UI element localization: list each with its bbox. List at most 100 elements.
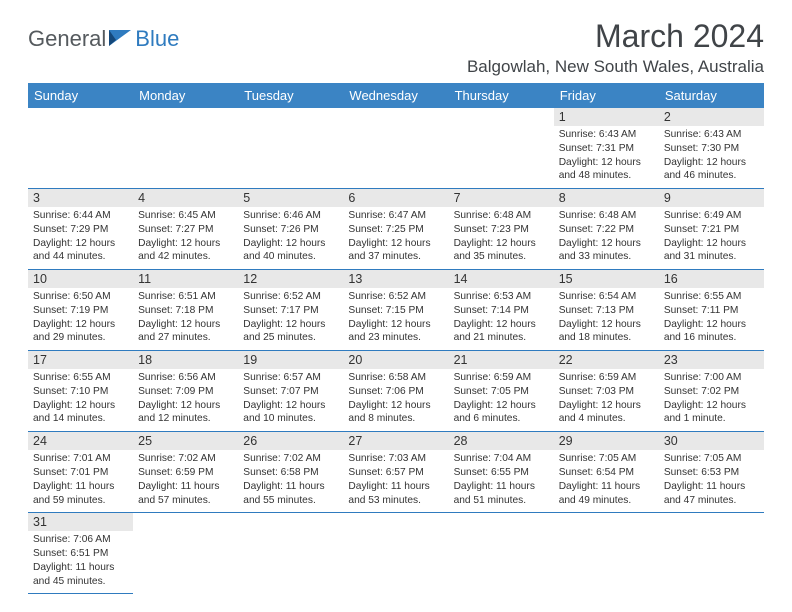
calendar-row: 31Sunrise: 7:06 AMSunset: 6:51 PMDayligh… (28, 513, 764, 594)
day-number: 8 (554, 189, 659, 207)
day-details: Sunrise: 6:55 AMSunset: 7:11 PMDaylight:… (664, 290, 759, 345)
day-details: Sunrise: 6:43 AMSunset: 7:31 PMDaylight:… (559, 128, 654, 183)
day-number: 10 (28, 270, 133, 288)
calendar-cell (238, 513, 343, 594)
day-details: Sunrise: 6:59 AMSunset: 7:03 PMDaylight:… (559, 371, 654, 426)
day-details: Sunrise: 6:58 AMSunset: 7:06 PMDaylight:… (348, 371, 443, 426)
day-details: Sunrise: 7:05 AMSunset: 6:53 PMDaylight:… (664, 452, 759, 507)
calendar-cell (659, 513, 764, 594)
day-number: 15 (554, 270, 659, 288)
day-details: Sunrise: 6:52 AMSunset: 7:17 PMDaylight:… (243, 290, 338, 345)
weekday-header: Saturday (659, 83, 764, 108)
calendar-cell: 30 Sunrise: 7:05 AMSunset: 6:53 PMDayligh… (659, 432, 764, 513)
day-number: 17 (28, 351, 133, 369)
day-number: 12 (238, 270, 343, 288)
day-number: 20 (343, 351, 448, 369)
day-number: 26 (238, 432, 343, 450)
day-details: Sunrise: 7:04 AMSunset: 6:55 PMDaylight:… (454, 452, 549, 507)
page-title: March 2024 (467, 18, 764, 55)
calendar-row: 1 Sunrise: 6:43 AMSunset: 7:31 PMDaylight… (28, 108, 764, 189)
day-details: Sunrise: 6:51 AMSunset: 7:18 PMDaylight:… (138, 290, 233, 345)
calendar-cell: 15 Sunrise: 6:54 AMSunset: 7:13 PMDayligh… (554, 270, 659, 351)
calendar-cell (28, 108, 133, 189)
calendar-cell: 25 Sunrise: 7:02 AMSunset: 6:59 PMDayligh… (133, 432, 238, 513)
calendar-cell (133, 513, 238, 594)
day-number: 2 (659, 108, 764, 126)
day-details: Sunrise: 6:43 AMSunset: 7:30 PMDaylight:… (664, 128, 759, 183)
day-number: 24 (28, 432, 133, 450)
day-number: 23 (659, 351, 764, 369)
weekday-header: Friday (554, 83, 659, 108)
calendar-cell: 5 Sunrise: 6:46 AMSunset: 7:26 PMDaylight… (238, 189, 343, 270)
flag-icon (109, 28, 135, 51)
day-details: Sunrise: 7:00 AMSunset: 7:02 PMDaylight:… (664, 371, 759, 426)
day-details: Sunrise: 7:01 AMSunset: 7:01 PMDaylight:… (33, 452, 128, 507)
day-details: Sunrise: 6:47 AMSunset: 7:25 PMDaylight:… (348, 209, 443, 264)
calendar-cell: 9Sunrise: 6:49 AMSunset: 7:21 PMDaylight… (659, 189, 764, 270)
calendar-cell: 21 Sunrise: 6:59 AMSunset: 7:05 PMDayligh… (449, 351, 554, 432)
calendar-cell: 27Sunrise: 7:03 AMSunset: 6:57 PMDayligh… (343, 432, 448, 513)
day-details: Sunrise: 6:54 AMSunset: 7:13 PMDaylight:… (559, 290, 654, 345)
calendar-cell: 8Sunrise: 6:48 AMSunset: 7:22 PMDaylight… (554, 189, 659, 270)
weekday-header: Sunday (28, 83, 133, 108)
day-details: Sunrise: 7:02 AMSunset: 6:59 PMDaylight:… (138, 452, 233, 507)
logo-text-blue: Blue (135, 26, 179, 52)
weekday-header-row: Sunday Monday Tuesday Wednesday Thursday… (28, 83, 764, 108)
calendar-cell: 12 Sunrise: 6:52 AMSunset: 7:17 PMDayligh… (238, 270, 343, 351)
calendar-row: 3Sunrise: 6:44 AMSunset: 7:29 PMDaylight… (28, 189, 764, 270)
calendar-cell (343, 513, 448, 594)
day-number: 21 (449, 351, 554, 369)
day-number: 27 (343, 432, 448, 450)
calendar-cell: 26Sunrise: 7:02 AMSunset: 6:58 PMDayligh… (238, 432, 343, 513)
weekday-header: Wednesday (343, 83, 448, 108)
day-number: 19 (238, 351, 343, 369)
calendar-cell (449, 108, 554, 189)
calendar-cell: 13Sunrise: 6:52 AMSunset: 7:15 PMDayligh… (343, 270, 448, 351)
day-number: 9 (659, 189, 764, 207)
header: General Blue March 2024 Balgowlah, New S… (28, 18, 764, 77)
calendar-cell: 28Sunrise: 7:04 AMSunset: 6:55 PMDayligh… (449, 432, 554, 513)
calendar-body: 1 Sunrise: 6:43 AMSunset: 7:31 PMDaylight… (28, 108, 764, 594)
day-details: Sunrise: 6:46 AMSunset: 7:26 PMDaylight:… (243, 209, 338, 264)
logo-text-general: General (28, 26, 106, 52)
calendar-cell: 2 Sunrise: 6:43 AMSunset: 7:30 PMDaylight… (659, 108, 764, 189)
calendar-cell: 16 Sunrise: 6:55 AMSunset: 7:11 PMDayligh… (659, 270, 764, 351)
day-number: 1 (554, 108, 659, 126)
calendar-cell: 29 Sunrise: 7:05 AMSunset: 6:54 PMDayligh… (554, 432, 659, 513)
weekday-header: Thursday (449, 83, 554, 108)
calendar-cell: 20 Sunrise: 6:58 AMSunset: 7:06 PMDayligh… (343, 351, 448, 432)
calendar-cell: 17Sunrise: 6:55 AMSunset: 7:10 PMDayligh… (28, 351, 133, 432)
day-number: 31 (28, 513, 133, 531)
day-number: 11 (133, 270, 238, 288)
day-number: 5 (238, 189, 343, 207)
calendar-cell: 19Sunrise: 6:57 AMSunset: 7:07 PMDayligh… (238, 351, 343, 432)
day-details: Sunrise: 6:56 AMSunset: 7:09 PMDaylight:… (138, 371, 233, 426)
day-details: Sunrise: 6:52 AMSunset: 7:15 PMDaylight:… (348, 290, 443, 345)
day-number: 16 (659, 270, 764, 288)
calendar-cell: 24 Sunrise: 7:01 AMSunset: 7:01 PMDayligh… (28, 432, 133, 513)
calendar-cell: 18Sunrise: 6:56 AMSunset: 7:09 PMDayligh… (133, 351, 238, 432)
day-number: 14 (449, 270, 554, 288)
calendar-cell: 3Sunrise: 6:44 AMSunset: 7:29 PMDaylight… (28, 189, 133, 270)
day-details: Sunrise: 7:05 AMSunset: 6:54 PMDaylight:… (559, 452, 654, 507)
day-number: 6 (343, 189, 448, 207)
calendar-cell: 1 Sunrise: 6:43 AMSunset: 7:31 PMDaylight… (554, 108, 659, 189)
logo: General Blue (28, 26, 179, 52)
day-number: 22 (554, 351, 659, 369)
day-details: Sunrise: 6:59 AMSunset: 7:05 PMDaylight:… (454, 371, 549, 426)
calendar-cell: 22 Sunrise: 6:59 AMSunset: 7:03 PMDayligh… (554, 351, 659, 432)
day-number: 29 (554, 432, 659, 450)
day-number: 25 (133, 432, 238, 450)
calendar-cell: 7 Sunrise: 6:48 AMSunset: 7:23 PMDaylight… (449, 189, 554, 270)
day-details: Sunrise: 6:48 AMSunset: 7:23 PMDaylight:… (454, 209, 549, 264)
calendar-cell: 6 Sunrise: 6:47 AMSunset: 7:25 PMDaylight… (343, 189, 448, 270)
day-number: 30 (659, 432, 764, 450)
calendar-table: Sunday Monday Tuesday Wednesday Thursday… (28, 83, 764, 594)
day-number: 7 (449, 189, 554, 207)
day-number: 4 (133, 189, 238, 207)
calendar-cell: 31Sunrise: 7:06 AMSunset: 6:51 PMDayligh… (28, 513, 133, 594)
location-subtitle: Balgowlah, New South Wales, Australia (467, 57, 764, 77)
calendar-cell (554, 513, 659, 594)
calendar-cell (343, 108, 448, 189)
day-details: Sunrise: 6:45 AMSunset: 7:27 PMDaylight:… (138, 209, 233, 264)
